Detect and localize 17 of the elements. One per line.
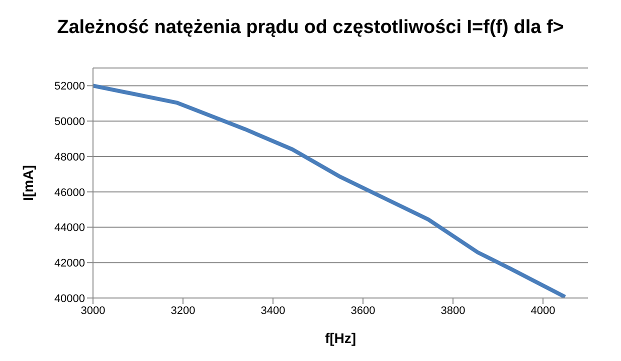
y-tick-label: 40000 [54, 292, 85, 305]
x-tick-label: 3000 [80, 304, 106, 317]
chart-title: Zależność natężenia prądu od częstotliwości I=f(f) dla f> [56, 16, 565, 40]
x-tick-label: 3200 [170, 304, 196, 317]
y-axis-title: I[mA] [20, 165, 36, 201]
y-tick-label: 48000 [54, 151, 85, 164]
x-tick-label: 3600 [350, 304, 376, 317]
y-tick-label: 42000 [54, 258, 85, 270]
y-tick-label: 52000 [54, 80, 85, 93]
x-axis-title: f[Hz] [324, 330, 356, 346]
line-series [93, 84, 568, 298]
x-tick-label: 3800 [440, 304, 466, 317]
x-tick-label: 4000 [530, 304, 556, 317]
y-tick-label: 50000 [54, 116, 85, 128]
x-tick-label: 3400 [260, 304, 286, 317]
y-tick-label: 44000 [54, 222, 85, 234]
y-tick-label: 46000 [54, 186, 85, 199]
